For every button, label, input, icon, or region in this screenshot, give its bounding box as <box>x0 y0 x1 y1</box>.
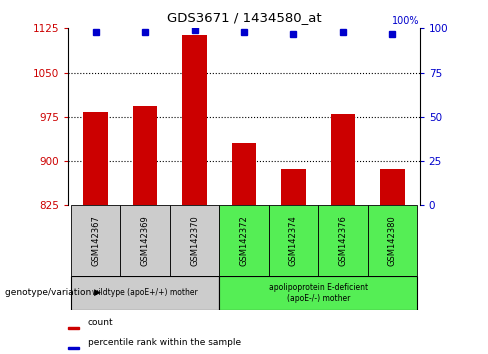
Text: 100%: 100% <box>392 16 420 25</box>
Bar <box>68 347 79 349</box>
Bar <box>318 205 368 276</box>
Text: GSM142370: GSM142370 <box>190 215 199 266</box>
Bar <box>219 205 269 276</box>
Bar <box>68 327 79 329</box>
Bar <box>330 114 355 205</box>
Bar <box>120 205 170 276</box>
Text: GSM142372: GSM142372 <box>240 215 248 266</box>
Text: GSM142374: GSM142374 <box>289 215 298 266</box>
Bar <box>368 205 417 276</box>
Bar <box>281 169 306 205</box>
Text: GSM142376: GSM142376 <box>339 215 347 266</box>
Title: GDS3671 / 1434580_at: GDS3671 / 1434580_at <box>167 11 321 24</box>
Bar <box>133 106 158 205</box>
Text: count: count <box>88 318 113 327</box>
Bar <box>83 112 108 205</box>
Text: GSM142380: GSM142380 <box>388 215 397 266</box>
Bar <box>71 205 120 276</box>
Bar <box>380 169 405 205</box>
Text: percentile rank within the sample: percentile rank within the sample <box>88 338 241 347</box>
Bar <box>170 205 219 276</box>
Bar <box>232 143 256 205</box>
Bar <box>219 276 417 310</box>
Text: GSM142369: GSM142369 <box>141 215 149 266</box>
Text: GSM142367: GSM142367 <box>91 215 100 266</box>
Text: wildtype (apoE+/+) mother: wildtype (apoE+/+) mother <box>92 289 198 297</box>
Text: genotype/variation ▶: genotype/variation ▶ <box>5 289 101 297</box>
Bar <box>269 205 318 276</box>
Text: apolipoprotein E-deficient
(apoE-/-) mother: apolipoprotein E-deficient (apoE-/-) mot… <box>269 283 368 303</box>
Bar <box>182 35 207 205</box>
Bar <box>71 276 219 310</box>
